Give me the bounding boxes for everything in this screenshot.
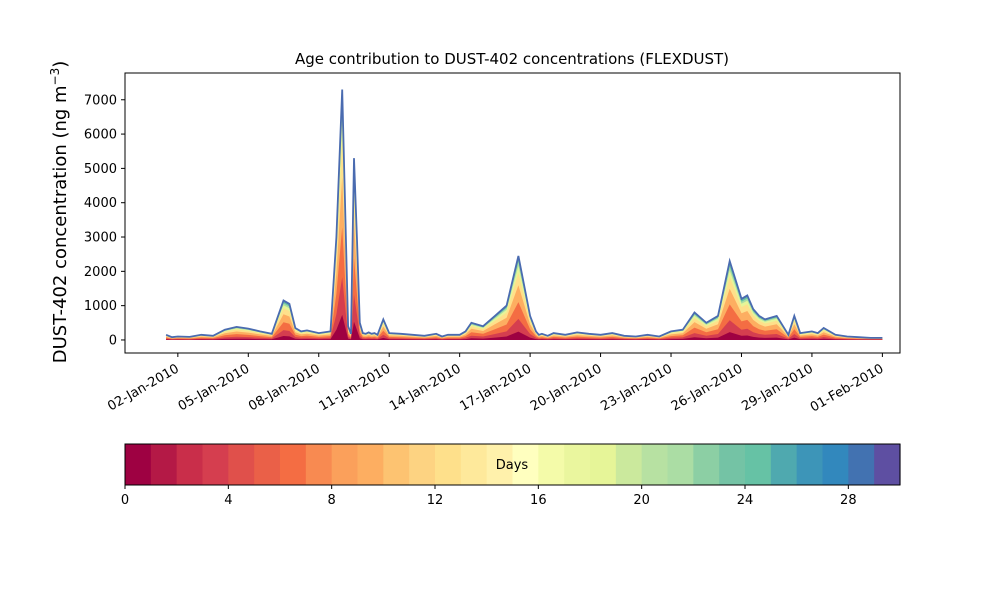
- y-axis-label-unit-exponent: −3: [48, 68, 62, 86]
- y-tick-label-2: 2000: [84, 265, 117, 280]
- x-tick-label-4: 14-Jan-2010: [387, 361, 464, 414]
- y-tick-label-5: 5000: [84, 162, 117, 177]
- colorbar-tick-label-2: 8: [328, 493, 336, 508]
- colorbar-segment-0: [125, 444, 152, 485]
- x-tick-label-5: 17-Jan-2010: [458, 361, 535, 414]
- colorbar-segment-28: [848, 444, 875, 485]
- y-axis-label-close: ): [50, 61, 71, 68]
- colorbar-segment-10: [383, 444, 410, 485]
- colorbar-segment-29: [874, 444, 901, 485]
- colorbar-segment-5: [254, 444, 281, 485]
- colorbar-tick-label-5: 20: [633, 493, 650, 508]
- colorbar-frame: [124, 443, 901, 486]
- colorbar-segment-12: [435, 444, 462, 485]
- x-tick-label-3: 11-Jan-2010: [317, 361, 394, 414]
- x-tick-label-10: 01-Feb-2010: [808, 361, 887, 415]
- y-tick-label-7: 7000: [84, 93, 117, 108]
- colorbar-segment-19: [615, 444, 643, 485]
- age-colorbar: 0 4 8 12 16 20 24 28: [121, 443, 901, 508]
- colorbar-segment-14: [486, 444, 514, 485]
- x-tick-label-0: 02-Jan-2010: [105, 361, 182, 414]
- colorbar-segment-15: [512, 444, 539, 485]
- colorbar-segment-9: [357, 444, 384, 485]
- x-tick-label-7: 23-Jan-2010: [598, 361, 675, 414]
- colorbar-tick-label-0: 0: [121, 493, 129, 508]
- colorbar-tick-label-1: 4: [224, 493, 232, 508]
- colorbar-tick-label-4: 16: [530, 493, 547, 508]
- y-tick-label-1: 1000: [84, 299, 117, 314]
- y-tick-label-0: 0: [109, 333, 117, 348]
- colorbar-segment-24: [745, 444, 772, 485]
- age-band-area-7: [166, 277, 883, 340]
- colorbar-segment-21: [667, 444, 694, 485]
- colorbar-segment-6: [280, 444, 307, 485]
- colorbar-segment-11: [409, 444, 436, 485]
- x-tick-label-6: 20-Jan-2010: [528, 361, 605, 414]
- colorbar-segment-17: [564, 444, 591, 485]
- colorbar-tick-label-3: 12: [427, 493, 444, 508]
- y-tick-label-4: 4000: [84, 196, 117, 211]
- plot-area: 0 1000 2000 3000 4000 5000 6000 7000 02-Jan-2010…: [84, 72, 901, 415]
- colorbar-segment-7: [305, 444, 333, 485]
- colorbar-segment-20: [641, 444, 669, 485]
- colorbar-segment-1: [150, 444, 178, 485]
- colorbar-label: Days: [496, 458, 529, 473]
- y-tick-label-3: 3000: [84, 231, 117, 246]
- colorbar-segment-2: [176, 444, 204, 485]
- x-tick-label-9: 29-Jan-2010: [739, 361, 816, 414]
- colorbar-segment-27: [822, 444, 849, 485]
- colorbar-segment-26: [796, 444, 824, 485]
- colorbar-tick-label-7: 28: [840, 493, 857, 508]
- total-concentration-line: [165, 89, 883, 339]
- colorbar-segment-23: [719, 444, 746, 485]
- x-tick-label-1: 05-Jan-2010: [176, 361, 253, 414]
- y-axis-label: DUST-402 concentration (ng m−3): [48, 61, 71, 364]
- colorbar-segment-8: [331, 444, 359, 485]
- colorbar-segment-4: [228, 444, 255, 485]
- chart-title: Age contribution to DUST-402 concentrati…: [295, 50, 729, 68]
- colorbar-segment-3: [202, 444, 229, 485]
- x-tick-label-2: 08-Jan-2010: [246, 361, 323, 414]
- x-tick-label-8: 26-Jan-2010: [669, 361, 746, 414]
- colorbar-tick-label-6: 24: [737, 493, 754, 508]
- colorbar-segment-25: [770, 444, 798, 485]
- colorbar-segment-22: [693, 444, 720, 485]
- y-tick-label-6: 6000: [84, 128, 117, 143]
- colorbar-segment-13: [460, 444, 488, 485]
- y-axis-label-main: DUST-402 concentration (ng m: [50, 85, 71, 363]
- colorbar-segment-18: [590, 444, 617, 485]
- colorbar-segment-16: [538, 444, 565, 485]
- plot-frame: [124, 72, 901, 354]
- age-band-area-8: [166, 314, 883, 340]
